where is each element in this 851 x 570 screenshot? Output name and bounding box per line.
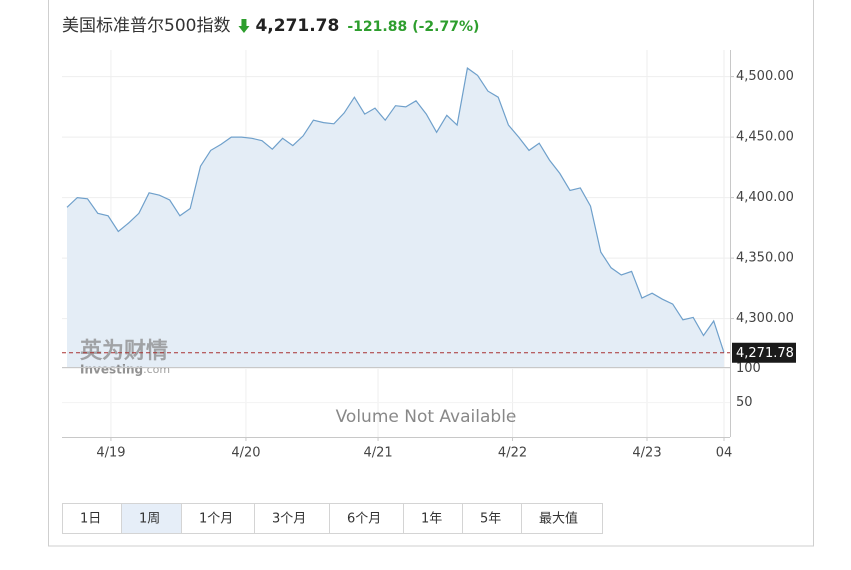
volume-tick-label: 50 (736, 395, 753, 410)
range-button[interactable] (521, 503, 603, 534)
range-button[interactable] (62, 503, 122, 534)
frame (48, 0, 814, 547)
range-button-label[interactable]: 1年 (421, 512, 442, 527)
range-button-label[interactable]: 最大值 (539, 511, 578, 527)
x-tick-label: 04 (716, 446, 733, 461)
y-tick-label: 4,450.00 (736, 130, 794, 145)
y-tick-label: 4,300.00 (736, 311, 794, 326)
watermark: .com (143, 363, 170, 376)
chart-title: 美国标准普尔500指数 (62, 16, 230, 36)
range-button-label[interactable]: 6个月 (347, 512, 381, 527)
watermark: Investing (80, 363, 143, 377)
volume-note: Volume Not Available (336, 407, 517, 427)
change-percent: (-2.77%) (412, 19, 479, 35)
x-tick-label: 4/20 (231, 446, 260, 461)
current-price-box (732, 342, 796, 363)
price: 4,271.78 (255, 16, 339, 36)
x-tick-label: 4/19 (96, 446, 125, 461)
line (66, 67, 725, 353)
down-arrow (238, 19, 250, 33)
range-button[interactable] (462, 503, 522, 534)
y-tick-label: 4,500.00 (736, 69, 794, 84)
range-button-label[interactable]: 3个月 (272, 512, 306, 527)
y-tick-label: 4,350.00 (736, 251, 794, 266)
range-button[interactable] (181, 503, 255, 534)
watermark: 英为财情 (80, 338, 168, 364)
current-price-label: 4,271.78 (736, 346, 794, 361)
range-button-label[interactable]: 1日 (80, 512, 101, 527)
volume-tick-label: 100 (736, 361, 761, 376)
y-tick-label: 4,400.00 (736, 190, 794, 205)
change: -121.88 (347, 19, 407, 35)
x-tick-label: 4/22 (498, 446, 527, 461)
x-tick-label: 4/21 (363, 446, 392, 461)
x-tick-label: 4/23 (632, 446, 661, 461)
range-button-label[interactable]: 5年 (480, 512, 501, 527)
range-button-label[interactable]: 1周 (139, 512, 160, 527)
area (67, 68, 724, 367)
range-button-label[interactable]: 1个月 (199, 512, 233, 527)
range-button[interactable] (329, 503, 404, 534)
